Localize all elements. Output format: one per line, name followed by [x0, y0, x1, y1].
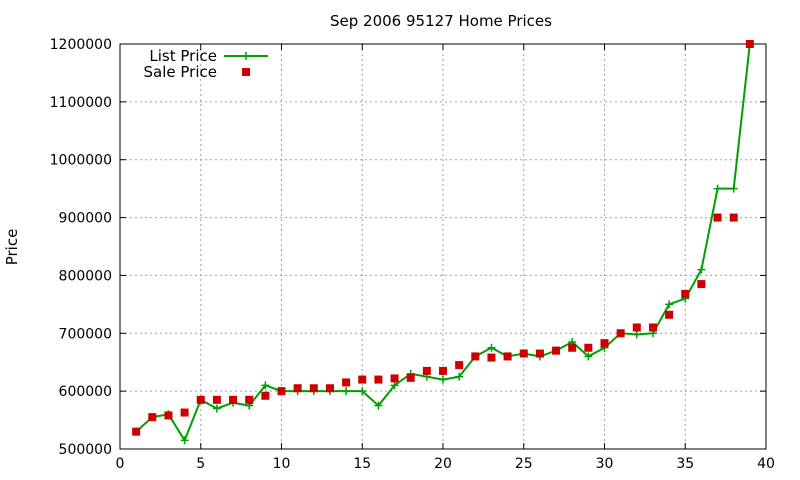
sale-price-point: [164, 411, 173, 420]
x-tick-label: 20: [434, 456, 452, 472]
sale-price-point: [277, 387, 286, 396]
sale-price-point: [309, 384, 318, 393]
sale-price-point: [729, 213, 738, 222]
list-price-point: [261, 381, 270, 390]
chart-title: Sep 2006 95127 Home Prices: [330, 12, 552, 30]
series-sale-price: [132, 40, 754, 436]
sale-price-point: [212, 395, 221, 404]
sale-price-point: [132, 427, 141, 436]
x-tick-label: 10: [273, 456, 291, 472]
sale-price-point: [390, 374, 399, 383]
sale-price-point: [600, 339, 609, 348]
sale-price-point: [568, 343, 577, 352]
list-price-point: [584, 352, 593, 361]
sale-price-point: [745, 40, 754, 48]
list-price-point: [713, 184, 722, 193]
x-tick-label: 40: [757, 456, 775, 472]
sale-price-point: [455, 361, 464, 370]
sale-price-point: [648, 323, 657, 332]
sale-price-point: [261, 391, 270, 400]
sale-price-point: [342, 378, 351, 387]
sale-price-point: [471, 352, 480, 361]
list-price-point: [374, 401, 383, 410]
list-price-point: [212, 404, 221, 413]
series-layer: [132, 40, 754, 445]
x-tick-label: 15: [353, 456, 371, 472]
list-price-point: [390, 381, 399, 390]
sale-price-point: [616, 329, 625, 338]
y-tick-label: 900000: [59, 211, 112, 227]
sale-price-point: [229, 395, 238, 404]
x-tick-label: 25: [515, 456, 533, 472]
sale-price-point: [358, 375, 367, 384]
sale-price-point: [487, 353, 496, 362]
legend-plus-swatch: [242, 52, 250, 60]
sale-price-point: [374, 375, 383, 384]
list-price-point: [697, 265, 706, 274]
sale-price-point: [293, 384, 302, 393]
sale-price-point: [439, 366, 447, 375]
y-tick-label: 1000000: [50, 153, 112, 169]
list-price-point: [342, 387, 351, 396]
x-tick-label: 0: [116, 456, 125, 472]
y-tick-label: 600000: [59, 384, 112, 400]
y-tick-label: 1100000: [50, 95, 112, 111]
list-price-point: [358, 387, 367, 396]
sale-price-point: [406, 373, 415, 382]
x-tick-label: 5: [196, 456, 205, 472]
legend-square-swatch: [242, 68, 250, 76]
list-price-point: [665, 300, 674, 309]
sale-price-point: [180, 408, 189, 417]
y-tick-label: 800000: [59, 268, 112, 284]
y-axis-label: Price: [3, 229, 21, 266]
grid-layer: [120, 44, 766, 449]
sale-price-point: [681, 289, 690, 298]
list-price-point: [729, 184, 738, 193]
sale-price-point: [632, 323, 641, 332]
sale-price-point: [196, 395, 205, 404]
x-tick-label: 35: [676, 456, 694, 472]
sale-price-point: [697, 280, 706, 289]
sale-price-point: [665, 310, 674, 319]
axis-ticks: 0 5 10 15 20 25 30 35 40 500000 600000 700000 800000…: [50, 37, 775, 472]
sale-price-point: [552, 346, 561, 355]
legend-label: List Price: [149, 47, 217, 65]
y-tick-label: 700000: [59, 326, 112, 342]
sale-price-point: [325, 384, 334, 393]
list-price-point: [180, 436, 189, 445]
sale-price-point: [584, 343, 593, 352]
legend-label: Sale Price: [144, 63, 217, 81]
list-price-point: [455, 372, 464, 381]
list-price-point: [439, 375, 447, 384]
sale-price-point: [503, 352, 512, 361]
sale-price-point: [535, 349, 544, 358]
x-tick-label: 30: [596, 456, 614, 472]
y-tick-label: 1200000: [50, 37, 112, 53]
sale-price-point: [713, 213, 722, 222]
list-price-point: [487, 343, 496, 352]
list-price-point: [632, 330, 641, 339]
sale-price-point: [519, 349, 528, 358]
sale-price-point: [148, 413, 157, 422]
sale-price-point: [422, 366, 431, 375]
sale-price-point: [245, 395, 254, 404]
y-tick-label: 500000: [59, 442, 112, 458]
